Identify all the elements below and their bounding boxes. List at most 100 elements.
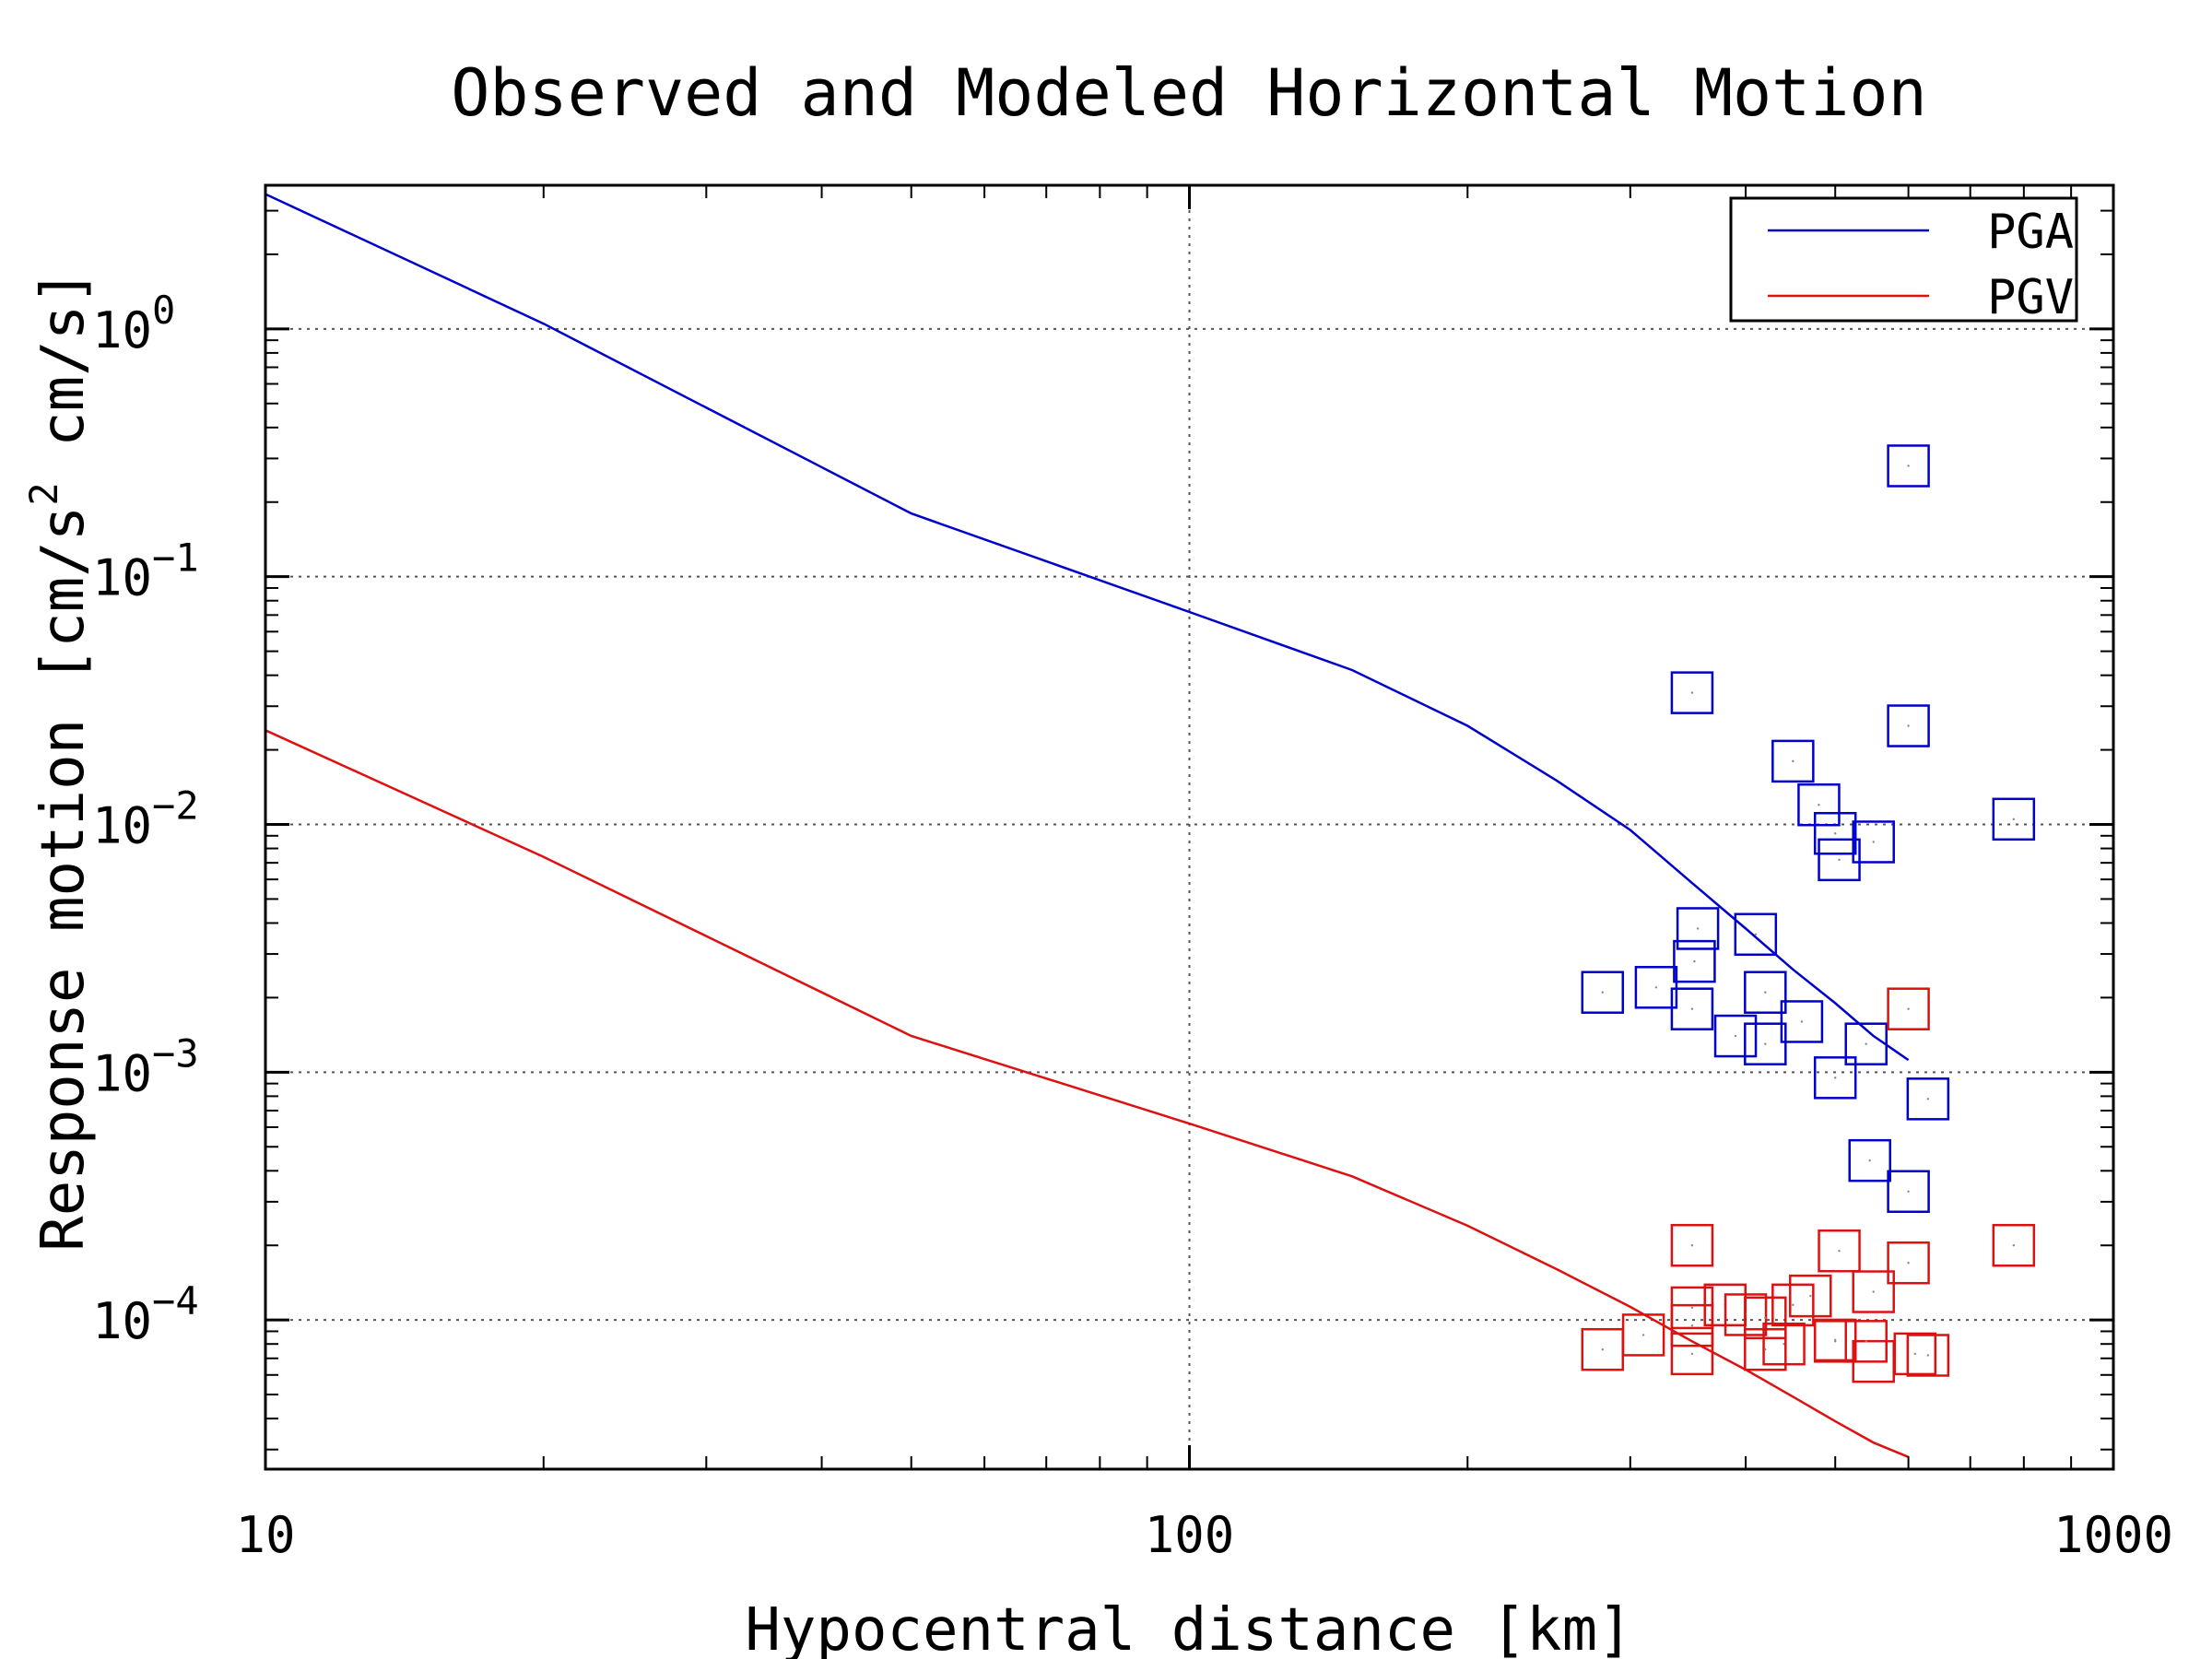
pga-observed-center-dot <box>1764 1042 1767 1045</box>
y-tick-label: 100 <box>92 288 175 359</box>
legend-label-pgv: PGV <box>1987 270 2074 325</box>
pga-observed-point <box>1780 1000 1824 1043</box>
x-tick-label: 100 <box>1145 1506 1235 1564</box>
pgv-observed-center-dot <box>1907 1262 1910 1265</box>
pgv-observed-center-dot <box>1690 1244 1694 1247</box>
tick-marks <box>264 185 2115 1469</box>
pga-observed-point <box>1734 912 1778 957</box>
pga-observed-center-dot <box>1654 986 1658 989</box>
pgv-observed-center-dot <box>1809 1294 1812 1298</box>
pga-observed-center-dot <box>1872 841 1875 843</box>
pgv-observed-point <box>1844 1320 1888 1363</box>
pga-observed-point <box>1818 838 1861 882</box>
pga-observed-center-dot <box>1696 927 1700 930</box>
pga-observed-center-dot <box>1926 1098 1930 1100</box>
pga-observed-point <box>1852 820 1895 864</box>
pgv-observed-center-dot <box>1690 1306 1694 1310</box>
pga-observed-center-dot <box>1792 759 1794 763</box>
pgv-observed-point <box>1992 1223 2036 1267</box>
pga-observed-center-dot <box>1693 959 1696 963</box>
pgv-observed-center-dot <box>1792 1303 1794 1307</box>
pga-observed-point <box>1813 1056 1857 1100</box>
y-tick-label: 10−1 <box>92 535 199 607</box>
pga-observed-point <box>1673 939 1716 983</box>
pgv-observed-center-dot <box>1834 1338 1837 1342</box>
y-axis-label-superscript: 2 <box>21 482 66 505</box>
chart-title: Observed and Modeled Horizontal Motion <box>451 55 1926 131</box>
pgv-observed-center-dot <box>1907 1007 1910 1010</box>
pgv-observed-point <box>1818 1229 1861 1273</box>
tick-labels: 10 100 1000 100 10−1 10−2 10−3 10−4 <box>92 288 2173 1564</box>
pgv-observed-center-dot <box>1764 1347 1767 1351</box>
pga-observed-center-dot <box>1601 991 1604 994</box>
pga-observed-point <box>1744 971 1787 1014</box>
pgv-observed-center-dot <box>1872 1290 1875 1293</box>
pga-observed-center-dot <box>1754 933 1758 935</box>
pgv-observed-center-dot <box>1641 1334 1645 1336</box>
pga-observed-center-dot <box>1868 1159 1871 1162</box>
pga-model-line <box>265 193 1910 1062</box>
pga-observed-point <box>1848 1138 1891 1182</box>
pga-observed-center-dot <box>1690 691 1694 694</box>
pga-observed-point <box>1813 811 1857 855</box>
legend-box <box>1729 196 2078 323</box>
pgv-observed-point <box>1670 1332 1714 1376</box>
pga-observed-center-dot <box>1834 832 1837 835</box>
y-axis-label-unit: cm/s] <box>29 269 98 482</box>
pgv-observed-center-dot <box>1601 1347 1604 1351</box>
grid-lines <box>265 185 2113 1469</box>
pgv-observed-center-dot <box>1913 1352 1916 1356</box>
pga-observed-center-dot <box>1838 858 1841 862</box>
x-axis-label: Hypocentral distance [km] <box>745 1596 1632 1659</box>
y-axis-label: Response motion [cm/s2 cm/s] <box>21 269 98 1252</box>
pga-observed-point <box>1670 987 1714 1030</box>
pgv-observed-point <box>1906 1334 1950 1377</box>
pgv-observed-point <box>1670 1303 1714 1347</box>
pga-observed-center-dot <box>1907 1190 1910 1193</box>
pgv-observed-point <box>1581 1327 1625 1371</box>
pga-observed-center-dot <box>1690 1007 1694 1010</box>
pga-observed-point <box>1744 1022 1787 1065</box>
pga-observed-center-dot <box>1734 1034 1737 1038</box>
pga-observed-point <box>1676 907 1720 950</box>
pgv-model-line <box>265 729 1910 1458</box>
series-layer <box>265 193 2036 1458</box>
pgv-observed-point <box>1887 987 1930 1030</box>
pgv-observed-point <box>1771 1283 1815 1327</box>
pga-observed-point <box>1581 971 1625 1014</box>
pga-observed-point <box>1906 1077 1950 1121</box>
y-tick-label: 10−3 <box>92 1030 199 1102</box>
pga-observed-point <box>1992 797 2036 841</box>
pga-observed-point <box>1887 704 1930 747</box>
pgv-observed-center-dot <box>1865 1340 1867 1343</box>
pga-observed-center-dot <box>1907 465 1910 467</box>
pga-observed-point <box>1887 444 1930 488</box>
legend-label-pga: PGA <box>1987 205 2074 260</box>
pga-observed-point <box>1771 739 1815 783</box>
pgv-observed-point <box>1744 1296 1787 1340</box>
pga-observed-center-dot <box>1764 991 1767 994</box>
pgv-observed-point <box>1762 1322 1806 1366</box>
pga-observed-center-dot <box>1800 1020 1804 1023</box>
pgv-observed-point <box>1887 1241 1930 1285</box>
pgv-observed-point <box>1893 1332 1937 1376</box>
pgv-observed-point <box>1789 1274 1832 1318</box>
pga-observed-center-dot <box>1865 1042 1867 1045</box>
x-tick-label: 10 <box>235 1506 295 1564</box>
pgv-observed-center-dot <box>1690 1352 1694 1356</box>
pga-observed-center-dot <box>1818 804 1820 806</box>
pga-observed-point <box>1670 671 1714 714</box>
pga-observed-point <box>1713 1014 1758 1058</box>
y-axis-label-main: Response motion [cm/s <box>29 506 98 1252</box>
pgv-observed-point <box>1813 1318 1857 1362</box>
pgv-observed-center-dot <box>1926 1354 1930 1357</box>
pga-observed-center-dot <box>1834 1077 1837 1079</box>
pga-observed-point <box>1797 782 1841 827</box>
pga-observed-point <box>1844 1022 1888 1065</box>
pgv-observed-center-dot <box>1838 1250 1841 1253</box>
pgv-observed-point <box>1852 1270 1895 1313</box>
y-tick-label: 10−4 <box>92 1278 199 1350</box>
pga-observed-center-dot <box>1907 724 1910 727</box>
pga-observed-point <box>1634 966 1678 1009</box>
